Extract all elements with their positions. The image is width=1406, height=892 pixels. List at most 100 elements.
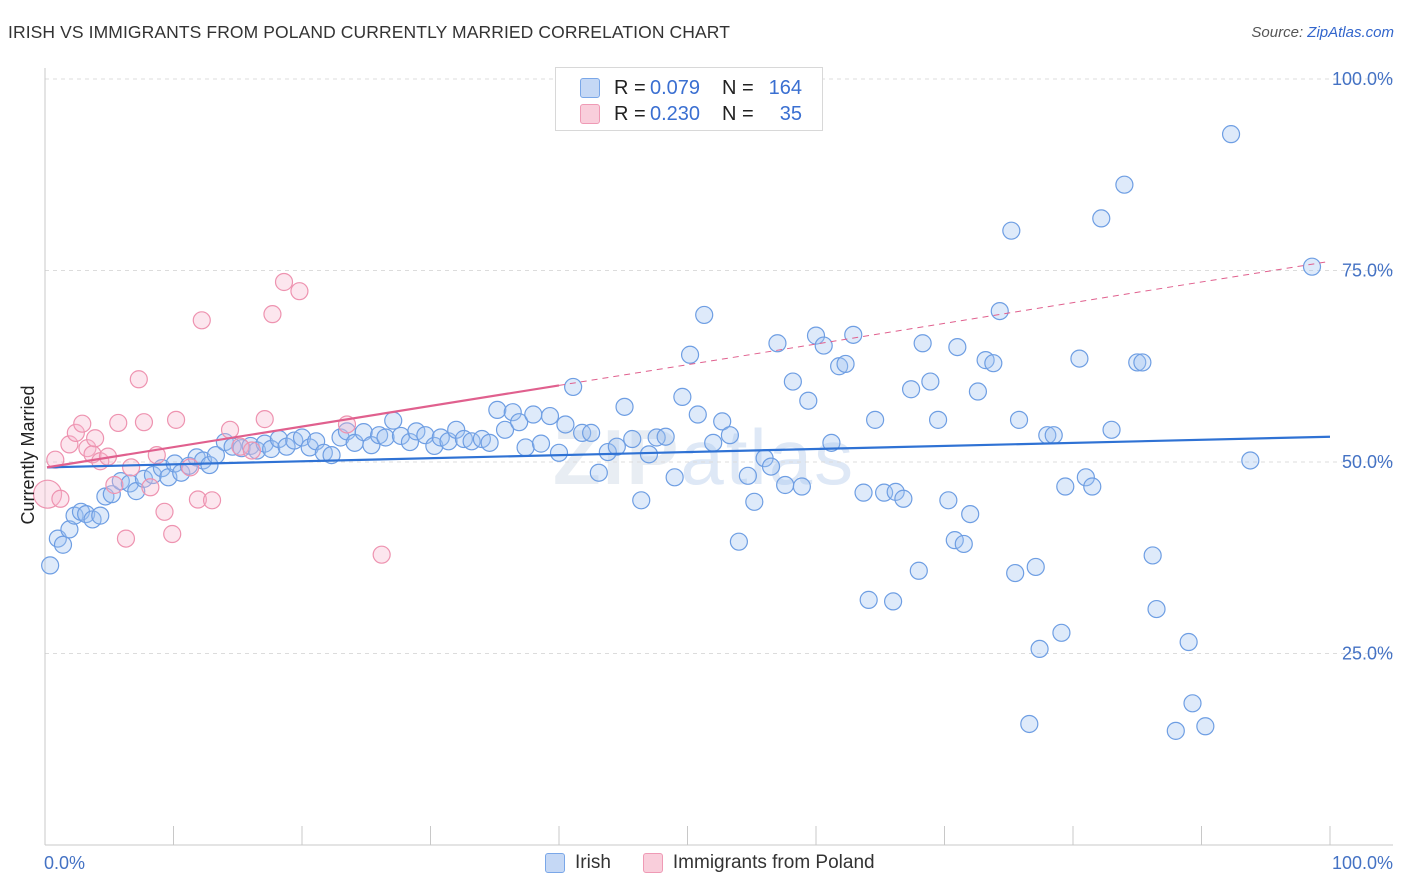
irish-r-value: 0.079 [650, 76, 701, 99]
legend-item-irish[interactable]: Irish [545, 852, 611, 874]
irish-point-132 [1030, 639, 1049, 659]
poland-point-30 [263, 305, 282, 324]
irish-point-35 [292, 428, 312, 447]
series-legend: Irish Immigrants from Poland [545, 852, 907, 874]
source-credit: Source: ZipAtlas.com [1251, 24, 1394, 41]
irish-point-150 [1196, 717, 1215, 736]
poland-point-27 [231, 437, 250, 456]
y-tick-label-75: 75.0% [1342, 261, 1393, 281]
irish-point-126 [990, 301, 1009, 321]
irish-point-70 [564, 377, 583, 397]
poland-point-34 [372, 545, 391, 564]
trend-lines [46, 260, 1331, 469]
irish-point-55 [447, 420, 466, 439]
irish-point-62 [503, 403, 522, 422]
irish-point-8 [91, 506, 110, 525]
legend-irish-swatch [545, 853, 565, 873]
irish-point-135 [1052, 623, 1071, 642]
poland-point-4 [66, 423, 85, 442]
irish-point-119 [945, 531, 964, 550]
irish-point-85 [688, 405, 707, 424]
irish-point-89 [720, 426, 740, 445]
poland-point-25 [202, 491, 222, 510]
legend-poland-swatch [642, 853, 663, 873]
irish-point-79 [639, 445, 659, 464]
poland-point-22 [181, 458, 200, 477]
irish-point-3 [60, 520, 79, 539]
irish-point-149 [1183, 694, 1202, 713]
irish-point-108 [866, 410, 885, 429]
irish-point-49 [400, 432, 420, 452]
irish-trend-line [46, 435, 1331, 469]
irish-point-131 [1026, 557, 1045, 577]
irish-point-74 [598, 442, 617, 462]
poland-point-15 [129, 370, 148, 389]
poland-n-label: N = [722, 102, 754, 125]
irish-point-88 [713, 412, 732, 431]
poland-point-21 [166, 410, 186, 429]
poland-point-32 [290, 282, 309, 301]
y-tick-label-50: 50.0% [1342, 452, 1393, 472]
poland-point-14 [121, 458, 141, 477]
poland-point-28 [242, 441, 261, 460]
irish-point-68 [549, 443, 569, 462]
irish-point-98 [792, 477, 811, 496]
irish-point-145 [1143, 546, 1162, 565]
irish-point-76 [615, 397, 634, 416]
legend-poland-label: Immigrants from Poland [672, 852, 875, 873]
irish-point-46 [376, 428, 395, 447]
irish-point-81 [656, 427, 675, 446]
irish-point-128 [1006, 563, 1025, 583]
irish-point-78 [632, 491, 651, 510]
poland-points [32, 272, 391, 564]
irish-point-153 [1302, 257, 1322, 276]
poland-point-5 [73, 414, 92, 433]
irish-point-144 [1133, 353, 1152, 372]
irish-point-65 [524, 405, 543, 424]
irish-point-97 [783, 372, 802, 391]
irish-point-39 [322, 446, 341, 465]
irish-point-114 [909, 561, 928, 580]
poland-point-8 [86, 429, 105, 448]
poland-point-24 [192, 311, 211, 330]
irish-point-142 [1115, 175, 1134, 194]
irish-point-102 [822, 433, 841, 452]
legend-row-poland: R = 0.230 N = 35 [580, 103, 802, 125]
irish-point-87 [704, 433, 723, 452]
irish-point-136 [1056, 477, 1075, 496]
poland-point-0 [32, 479, 63, 509]
irish-point-99 [799, 391, 818, 410]
irish-point-106 [854, 483, 873, 502]
irish-point-44 [362, 436, 381, 455]
irish-point-139 [1083, 477, 1102, 496]
irish-point-104 [836, 354, 855, 374]
irish-point-137 [1070, 349, 1089, 368]
x-tick-label-0: 0.0% [44, 853, 85, 873]
source-link[interactable]: ZipAtlas.com [1307, 24, 1394, 41]
legend-item-poland[interactable]: Immigrants from Poland [642, 852, 875, 874]
irish-point-129 [1009, 410, 1029, 429]
irish-point-113 [901, 380, 921, 399]
legend-row-irish: R = 0.079 N = 164 [580, 77, 802, 99]
irish-point-100 [806, 326, 826, 345]
poland-point-2 [51, 489, 70, 508]
irish-point-112 [894, 489, 913, 508]
irish-point-140 [1092, 209, 1111, 228]
irish-point-67 [540, 406, 560, 426]
irish-point-152 [1241, 451, 1260, 470]
irish-point-73 [589, 463, 608, 482]
irish-point-66 [531, 434, 551, 453]
irish-point-107 [859, 590, 878, 609]
irish-point-121 [954, 534, 973, 554]
irish-point-123 [968, 382, 988, 401]
irish-point-59 [480, 433, 499, 452]
poland-r-value: 0.230 [650, 102, 701, 125]
axes [44, 68, 1393, 846]
irish-point-47 [384, 411, 403, 430]
irish-point-31 [262, 439, 281, 459]
chart-title: IRISH VS IMMIGRANTS FROM POLAND CURRENTL… [8, 22, 731, 42]
irish-n-label: N = [722, 76, 754, 99]
poland-r-label: R = [614, 102, 646, 125]
watermark-atlas: atlas [680, 413, 855, 501]
